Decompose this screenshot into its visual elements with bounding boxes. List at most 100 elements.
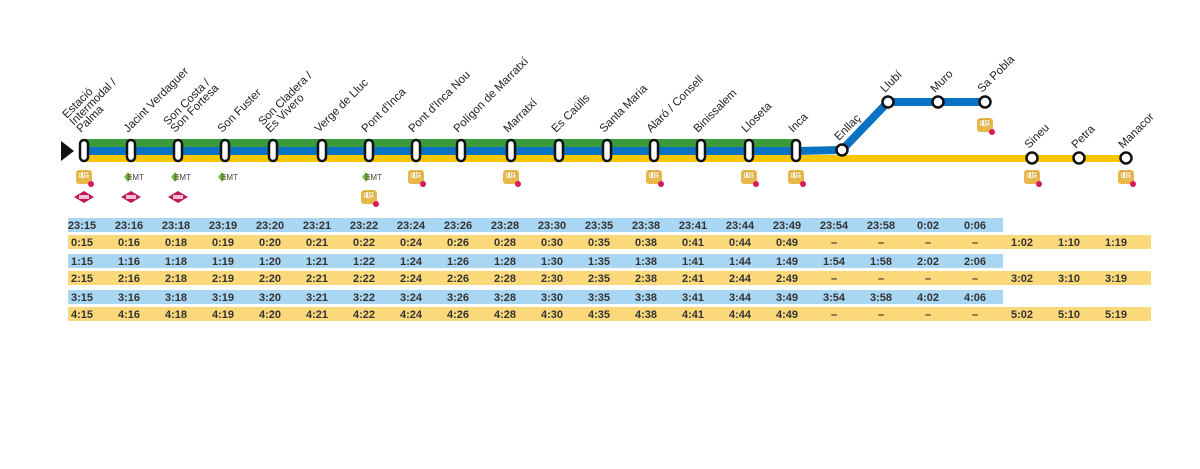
timetable-row-blue: 3:15 3:16 3:18 3:19 3:20 3:21 3:22 3:24 3:26 3:28… (68, 290, 1003, 304)
time-cell: 2:38 (635, 273, 657, 285)
time-cell: 23:20 (256, 220, 284, 232)
station-label-line: Sineu (1023, 122, 1052, 151)
time-cell: – (878, 237, 884, 249)
time-cell: 1:26 (447, 256, 469, 268)
station-marker (219, 138, 231, 163)
emt-label: EMT (221, 173, 238, 182)
row-background (68, 235, 1151, 249)
time-cell: 3:41 (682, 292, 704, 304)
bus-pin (1130, 181, 1136, 187)
time-cell: – (878, 309, 884, 321)
emt-icon: EMT (171, 172, 191, 182)
time-cell: 1:19 (1105, 237, 1127, 249)
station-label: Manacor (1117, 111, 1157, 151)
bus-pin (1036, 181, 1042, 187)
time-cell: 23:28 (491, 220, 519, 232)
tib-bus-icon: TIB (408, 170, 426, 187)
time-cell: 0:41 (682, 237, 704, 249)
tib-bus-icon: TIB (977, 118, 995, 135)
time-cell: 2:15 (71, 273, 93, 285)
time-cell: 4:06 (964, 292, 986, 304)
time-cell: 1:19 (212, 256, 234, 268)
station-marker (455, 138, 467, 163)
time-cell: 3:22 (353, 292, 375, 304)
station-label-line: Es Caülls (550, 92, 593, 135)
time-cell: 5:10 (1058, 309, 1080, 321)
time-cell: 4:02 (917, 292, 939, 304)
station-label-line: Pont d'Inca (360, 86, 409, 135)
time-cell: 0:26 (447, 237, 469, 249)
station-label: Binissalem (692, 87, 740, 135)
station-label-line: Manacor (1117, 111, 1157, 151)
station-marker (505, 138, 517, 163)
metro-band (126, 195, 136, 199)
time-cell: 0:02 (917, 220, 939, 232)
time-cell: 3:28 (494, 292, 516, 304)
emt-icon: EMT (362, 172, 382, 182)
timetable: 23:15 23:16 23:18 23:19 23:20 23:21 23:22 23:24… (68, 218, 1151, 321)
metro-icon (121, 191, 141, 203)
tib-bus-icon: TIB (1118, 170, 1136, 187)
time-cell: – (925, 273, 931, 285)
metro-icon (74, 191, 94, 203)
timetable-row-blue: 1:15 1:16 1:18 1:19 1:20 1:21 1:22 1:24 1:26 1:28… (68, 254, 1003, 268)
time-cell: 1:41 (682, 256, 704, 268)
time-cell: 2:22 (353, 273, 375, 285)
time-cell: 23:21 (303, 220, 331, 232)
time-cell: 4:21 (306, 309, 328, 321)
station-marker (553, 138, 565, 163)
timetable-row-yellow: 0:15 0:16 0:18 0:19 0:20 0:21 0:22 0:24 0:26 0:28… (68, 235, 1151, 249)
time-cell: 1:28 (494, 256, 516, 268)
station: Sa Pobla TIB (976, 53, 1018, 135)
station-label-line: Marratxí (502, 96, 541, 135)
station-marker (125, 138, 137, 163)
time-cell: 0:49 (776, 237, 798, 249)
direction-arrow-icon (61, 141, 74, 161)
time-cell: 2:21 (306, 273, 328, 285)
bus-pin (800, 181, 806, 187)
time-cell: 2:20 (259, 273, 281, 285)
bus-window (791, 172, 801, 178)
time-cell: 23:24 (397, 220, 426, 232)
time-cell: 2:18 (165, 273, 187, 285)
station-marker (601, 138, 613, 163)
time-cell: 4:41 (682, 309, 704, 321)
time-cell: 0:20 (259, 237, 281, 249)
time-cell: 23:41 (679, 220, 707, 232)
time-cell: 1:30 (541, 256, 563, 268)
time-cell: 5:19 (1105, 309, 1127, 321)
time-cell: 1:02 (1011, 237, 1033, 249)
metro-band (173, 195, 183, 199)
time-cell: 0:24 (400, 237, 423, 249)
tib-label: TIB (1026, 171, 1038, 180)
station-label: Pont d'Inca (360, 86, 409, 135)
time-cell: 4:24 (400, 309, 423, 321)
time-cell: 0:18 (165, 237, 187, 249)
time-cell: 3:21 (306, 292, 328, 304)
time-cell: 2:41 (682, 273, 704, 285)
time-cell: 2:30 (541, 273, 563, 285)
time-cell: 1:58 (870, 256, 892, 268)
emt-diamond (362, 172, 370, 182)
bus-pin (658, 181, 664, 187)
time-cell: 1:16 (118, 256, 140, 268)
time-cell: 0:16 (118, 237, 140, 249)
time-cell: 2:26 (447, 273, 469, 285)
time-cell: 4:18 (165, 309, 187, 321)
tib-bus-icon: TIB (1024, 170, 1042, 187)
station-label: Sineu (1023, 122, 1052, 151)
station-label: Llubí (879, 68, 906, 95)
metro-icon (168, 191, 188, 203)
station-marker (1072, 151, 1086, 165)
bus-window (79, 172, 89, 178)
time-cell: 23:44 (726, 220, 755, 232)
time-cell: 23:38 (632, 220, 660, 232)
time-cell: 0:35 (588, 237, 610, 249)
time-cell: 4:28 (494, 309, 516, 321)
tib-label: TIB (78, 171, 90, 180)
bus-pin (989, 129, 995, 135)
time-cell: 1:10 (1058, 237, 1080, 249)
station-marker (316, 138, 328, 163)
station-label: EstacióIntermodal /Palma (60, 69, 126, 135)
